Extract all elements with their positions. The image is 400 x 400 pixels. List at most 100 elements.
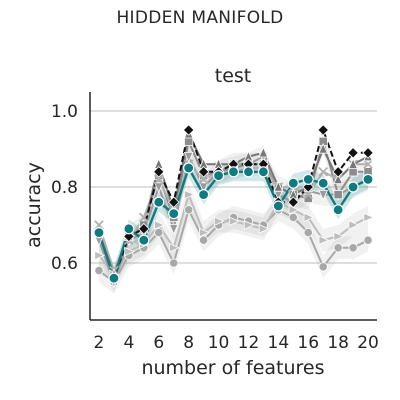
point-series-5-x14: [273, 180, 284, 192]
point-series-7-x7: [168, 208, 180, 220]
point-series-7-x15: [287, 177, 299, 189]
point-series-7-x19: [347, 181, 359, 193]
point-series-1-x12: [243, 220, 255, 230]
x-tick-label-6: 14: [268, 333, 290, 353]
point-series-0-x9: [199, 235, 209, 245]
point-series-0-x8: [184, 205, 194, 215]
point-series-6-x9: [197, 166, 210, 178]
point-series-4-x6: [153, 174, 164, 185]
point-series-3-x8: [184, 136, 194, 146]
point-series-5-x19: [348, 158, 358, 169]
point-series-7-x8: [183, 162, 195, 174]
gridlines: [90, 110, 377, 264]
point-series-7-x2: [93, 227, 105, 239]
point-series-7-x14: [272, 200, 284, 212]
point-series-0-x6: [154, 228, 164, 238]
point-series-7-x9: [198, 189, 210, 201]
point-series-4-x17: [318, 166, 329, 177]
band-series-1: [98, 183, 369, 286]
x-tick-label-3: 8: [183, 333, 194, 353]
point-series-0-x18: [333, 243, 343, 253]
x-tick-label-4: 10: [208, 333, 230, 353]
x-tick-label-8: 18: [327, 333, 349, 353]
point-series-1-x6: [154, 220, 165, 230]
point-series-1-x17: [318, 235, 330, 246]
point-series-1-x18: [333, 231, 345, 242]
point-series-0-x16: [303, 228, 313, 238]
point-series-5-x18: [333, 173, 343, 185]
point-series-5-x17: [318, 142, 329, 154]
point-series-6-x18: [332, 166, 344, 178]
point-series-1-x13: [258, 223, 270, 234]
point-series-0-x7: [169, 258, 179, 268]
x-tick-label-2: 6: [153, 333, 164, 353]
point-series-2-x6: [153, 182, 164, 194]
x-tick-label-5: 12: [238, 333, 260, 353]
point-series-6-x5: [138, 223, 150, 235]
x-tick-label-7: 16: [297, 333, 319, 353]
point-series-6-x6: [152, 166, 165, 178]
point-series-1-x4: [124, 246, 136, 257]
point-series-7-x3: [108, 272, 120, 284]
point-series-7-x13: [257, 166, 269, 178]
x-tick-label-9: 20: [357, 333, 379, 353]
point-series-6-x7: [167, 196, 180, 208]
point-series-0-x2: [94, 265, 104, 276]
band-series-0: [98, 198, 369, 294]
point-series-1-x10: [213, 216, 225, 227]
point-series-0-x20: [363, 235, 373, 245]
point-series-4-x5: [138, 212, 149, 223]
point-series-0-x15: [288, 212, 298, 222]
point-series-3-x19: [348, 167, 358, 177]
tick-labels: 0.6 0.8 1.0 2 4 6 8 10 12 14 16 18 20: [51, 102, 379, 353]
point-series-1-x15: [288, 204, 300, 215]
y-tick-label-2: 1.0: [51, 102, 78, 122]
point-series-1-x20: [363, 212, 375, 223]
point-series-0-x19: [348, 243, 358, 253]
point-series-1-x9: [199, 227, 210, 238]
point-series-6-x17: [317, 124, 329, 136]
point-series-6-x20: [362, 147, 374, 159]
point-series-1-x2: [94, 250, 106, 261]
x-tick-label-0: 2: [94, 333, 105, 353]
point-series-2-x9: [198, 182, 209, 194]
point-series-7-x6: [153, 196, 165, 208]
point-series-1-x16: [303, 212, 315, 223]
point-series-0-x17: [318, 262, 328, 272]
axes: [89, 92, 377, 321]
y-axis-label: accuracy: [23, 162, 45, 248]
point-series-7-x17: [317, 177, 329, 189]
point-series-6-x15: [287, 196, 300, 208]
point-series-4-x16: [303, 189, 314, 200]
point-series-7-x20: [362, 173, 374, 185]
point-series-6-x16: [302, 181, 315, 193]
point-series-1-x8: [184, 189, 195, 200]
point-series-7-x10: [212, 170, 225, 182]
point-series-2-x7: [168, 224, 179, 235]
point-series-1-x19: [348, 220, 360, 230]
x-tick-label-1: 4: [123, 333, 134, 353]
point-series-2-x17: [318, 189, 329, 201]
y-tick-label-0: 0.6: [51, 254, 78, 274]
chart-title: test: [215, 65, 252, 87]
point-series-7-x5: [138, 234, 150, 246]
point-series-7-x12: [242, 166, 255, 178]
x-axis-label: number of features: [141, 357, 324, 379]
point-series-6-x19: [347, 147, 359, 159]
point-series-4-x9: [198, 174, 209, 185]
point-series-7-x11: [227, 166, 240, 178]
point-series-7-x18: [332, 204, 344, 216]
point-series-1-x11: [228, 216, 240, 227]
point-series-7-x16: [302, 173, 314, 185]
point-series-1-x7: [169, 242, 180, 253]
figure-suptitle: HIDDEN MANIFOLD: [116, 8, 283, 28]
point-series-6-x4: [123, 230, 135, 243]
point-series-7-x4: [123, 223, 135, 235]
point-series-2-x8: [183, 151, 194, 163]
point-series-3-x18: [333, 189, 343, 200]
y-tick-label-1: 0.8: [51, 178, 78, 198]
point-series-4-x20: [363, 159, 373, 170]
point-series-6-x8: [182, 124, 195, 136]
point-series-5-x13: [258, 146, 269, 158]
